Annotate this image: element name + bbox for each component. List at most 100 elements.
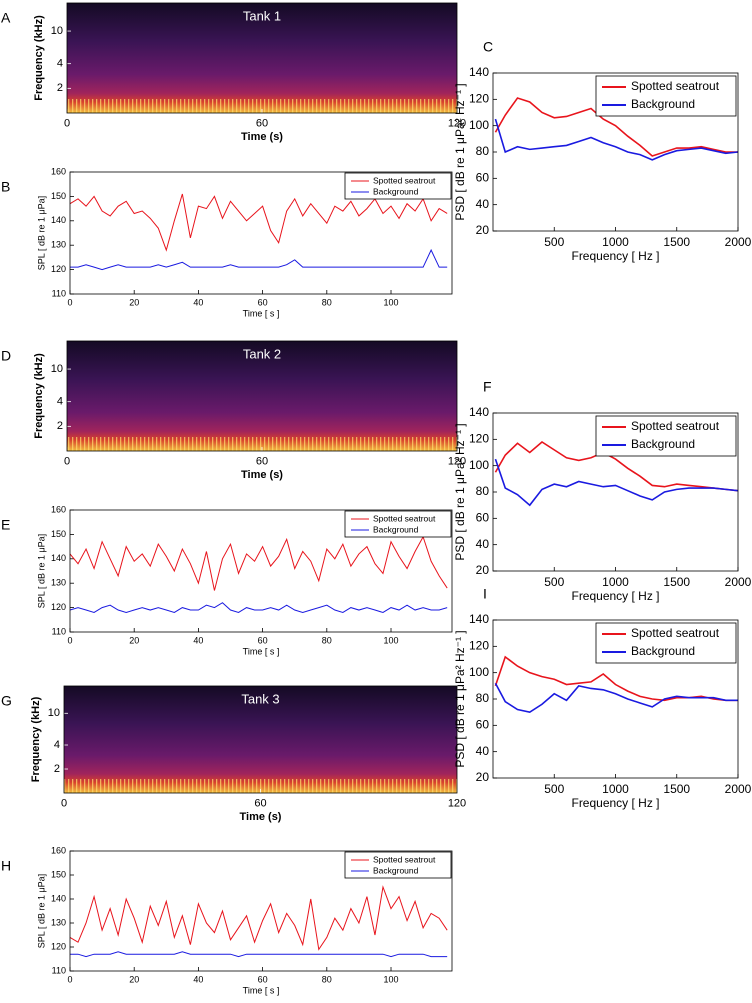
spectrogram-image — [64, 686, 457, 793]
x-tick-label: 1500 — [663, 782, 690, 796]
legend-label: Spotted seatrout — [631, 419, 720, 433]
y-axis-label: PSD [ dB re 1 μPa² Hz⁻¹ ] — [453, 83, 467, 220]
y-tick-label: 110 — [52, 626, 66, 636]
axes-frame — [63, 685, 458, 794]
x-tick-label: 80 — [322, 975, 332, 985]
spectrogram-band — [67, 437, 457, 451]
x-tick-label: 60 — [256, 118, 268, 130]
y-tick-label: 120 — [51, 941, 66, 951]
y-tick-label: 60 — [476, 171, 490, 185]
axes-frame — [66, 340, 458, 452]
data-line — [494, 118, 739, 161]
spectrogram-band — [64, 779, 457, 793]
y-tick-label: 4 — [54, 739, 60, 751]
x-tick-label: 120 — [448, 118, 466, 130]
y-axis-label: Frequency (kHz) — [30, 696, 42, 782]
axes-frame — [66, 2, 458, 114]
x-tick-label: 120 — [448, 798, 466, 810]
x-tick-label: 0 — [67, 975, 72, 985]
y-tick-label: 100 — [469, 665, 489, 679]
legend-label: Background — [373, 865, 419, 875]
y-tick-label: 150 — [51, 529, 66, 539]
x-tick-label: 0 — [64, 456, 70, 468]
x-tick-label: 80 — [322, 298, 332, 308]
x-tick-label: 20 — [129, 298, 139, 308]
x-tick-label: 20 — [129, 636, 139, 646]
y-axis-label: Frequency (kHz) — [33, 15, 45, 101]
y-tick-label: 140 — [469, 612, 489, 626]
y-tick-label: 120 — [469, 639, 489, 653]
y-tick-label: 130 — [51, 917, 66, 927]
panel-label: F — [483, 379, 492, 395]
x-tick-label: 2000 — [725, 575, 752, 589]
panel-title: Tank 1 — [243, 8, 281, 23]
y-axis-label: Frequency (kHz) — [33, 353, 45, 439]
x-tick-label: 100 — [383, 298, 398, 308]
y-tick-label: 100 — [469, 458, 489, 472]
legend-label: Background — [631, 644, 695, 658]
y-tick-label: 110 — [52, 965, 66, 975]
y-tick-label: 120 — [51, 264, 66, 274]
y-tick-label: 60 — [476, 718, 490, 732]
panel-title: Tank 2 — [243, 346, 281, 361]
x-tick-label: 60 — [258, 975, 268, 985]
y-tick-label: 10 — [51, 25, 63, 37]
panel-label: B — [1, 179, 10, 195]
x-tick-label: 500 — [544, 235, 564, 249]
y-tick-label: 120 — [51, 602, 66, 612]
y-tick-label: 120 — [469, 92, 489, 106]
panel-label: G — [1, 693, 12, 709]
y-tick-label: 2 — [54, 763, 60, 775]
axes-frame — [69, 509, 453, 633]
data-line — [494, 682, 738, 714]
y-tick-label: 150 — [51, 869, 66, 879]
data-line — [69, 885, 448, 951]
y-tick-label: 140 — [469, 65, 489, 79]
legend-label: Spotted seatrout — [373, 854, 436, 864]
x-axis-label: Time (s) — [241, 469, 283, 481]
x-tick-label: 60 — [258, 636, 268, 646]
spectrogram-band — [67, 99, 457, 113]
y-tick-label: 160 — [51, 166, 66, 176]
legend-label: Spotted seatrout — [631, 79, 720, 93]
data-line — [494, 97, 738, 157]
legend-box — [595, 75, 737, 117]
x-tick-label: 1000 — [602, 782, 629, 796]
y-tick-label: 60 — [476, 511, 490, 525]
legend-box — [344, 172, 452, 200]
y-tick-label: 160 — [51, 504, 66, 514]
x-tick-label: 500 — [544, 575, 564, 589]
data-line — [494, 440, 739, 492]
x-tick-label: 40 — [193, 298, 203, 308]
panel-label: E — [1, 517, 10, 533]
panel-label: I — [483, 586, 487, 602]
x-tick-label: 0 — [67, 298, 72, 308]
x-tick-label: 100 — [383, 975, 398, 985]
y-tick-label: 80 — [476, 484, 490, 498]
legend-label: Spotted seatrout — [373, 513, 436, 523]
x-tick-label: 0 — [64, 118, 70, 130]
y-tick-label: 10 — [51, 363, 63, 375]
y-tick-label: 40 — [476, 744, 490, 758]
y-tick-label: 20 — [476, 223, 490, 237]
spectrogram-image — [67, 341, 457, 451]
y-tick-label: 4 — [57, 58, 63, 70]
data-line — [494, 458, 739, 507]
y-tick-label: 80 — [476, 144, 490, 158]
axes-frame — [492, 619, 739, 779]
x-tick-label: 40 — [193, 636, 203, 646]
y-tick-label: 4 — [57, 396, 63, 408]
x-tick-label: 500 — [544, 782, 564, 796]
x-axis-label: Time [ s ] — [243, 646, 280, 656]
y-tick-label: 100 — [469, 118, 489, 132]
panel-title: Tank 3 — [241, 691, 279, 706]
y-tick-label: 2 — [57, 82, 63, 94]
data-line — [69, 602, 448, 614]
legend-box — [595, 622, 737, 664]
data-line — [69, 193, 448, 252]
data-line — [70, 951, 448, 958]
x-tick-label: 60 — [256, 456, 268, 468]
x-tick-label: 60 — [254, 798, 266, 810]
y-tick-label: 140 — [51, 553, 66, 563]
